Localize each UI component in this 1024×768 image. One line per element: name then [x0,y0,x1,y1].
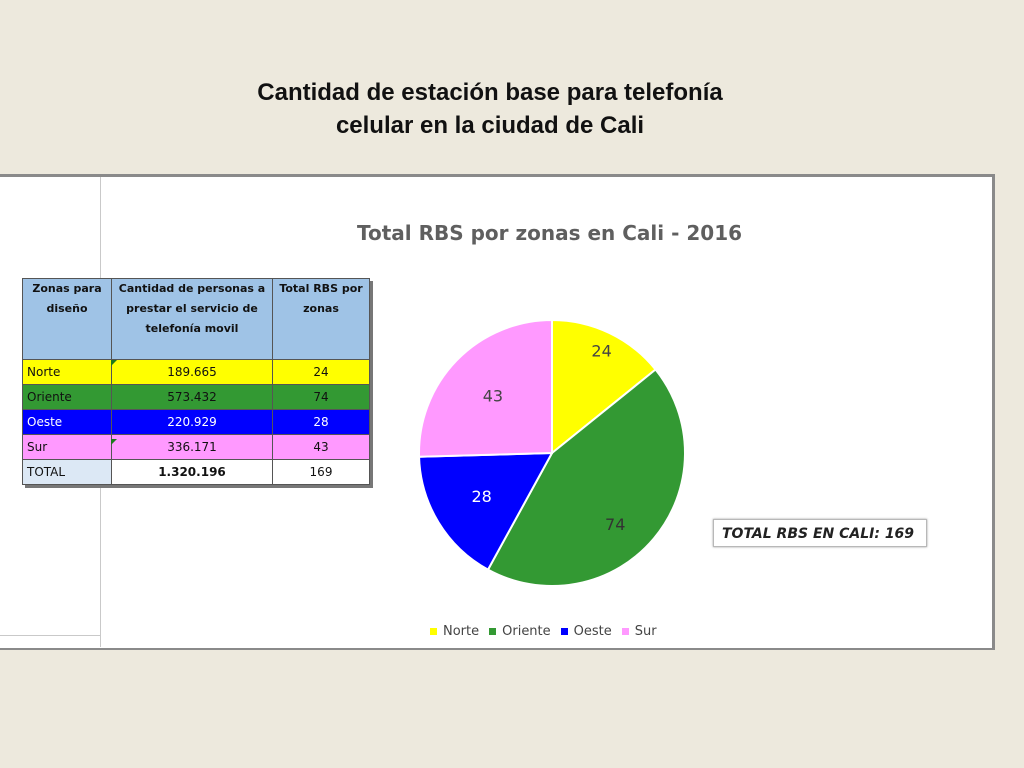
cell-rbs: 169 [272,459,370,485]
slide-title-line-2: celular en la ciudad de Cali [335,112,645,139]
cell-zona: Oriente [22,384,112,410]
pie-slice-sur [418,318,553,458]
pie-chart: 24 74 28 43 [418,318,686,587]
cell-zona: TOTAL [22,459,112,485]
sheet-gridline-horizontal [0,635,100,636]
legend-label: Norte [443,623,480,639]
pie-data-label-norte: 24 [591,342,611,361]
cell-zona: Oeste [22,409,112,435]
cell-rbs: 43 [272,434,370,460]
legend-label: Oeste [573,623,612,639]
legend-item-norte: Norte [430,624,479,639]
legend-swatch [489,627,497,635]
pie-slice-oeste [418,451,554,571]
legend-label: Sur [634,623,657,639]
cell-personas: 189.665 [111,359,273,385]
header-zonas: Zonas para diseño [22,278,112,360]
slide-title-line-1: Cantidad de estación base para telefonía [257,79,723,106]
cell-personas: 220.929 [111,409,273,435]
table-row: Oeste 220.929 28 [22,409,370,435]
header-rbs: Total RBS por zonas [272,278,370,360]
cell-zona: Norte [22,359,112,385]
chart-legend: Norte Oriente Oeste Sur [430,623,667,639]
cell-rbs: 74 [272,384,370,410]
pie-data-label-oeste: 28 [471,487,491,506]
total-rbs-box: TOTAL RBS EN CALI: 169 [713,519,927,547]
cell-comment-marker [111,439,117,445]
legend-item-oriente: Oriente [489,624,551,639]
pie-slice-oriente [486,368,686,587]
pie-slice-norte [551,318,657,456]
pie-data-label-oriente: 74 [605,515,625,534]
table-row: Oriente 573.432 74 [22,384,370,410]
table-header-row: Zonas para diseño Cantidad de personas a… [22,278,370,360]
cell-comment-marker [111,360,117,366]
header-personas: Cantidad de personas a prestar el servic… [111,278,273,360]
cell-personas: 336.171 [111,434,273,460]
cell-zona: Sur [22,434,112,460]
slide-title: Cantidad de estación base para telefonía… [0,76,980,142]
cell-rbs: 24 [272,359,370,385]
legend-item-sur: Sur [621,623,657,639]
table-total-row: TOTAL 1.320.196 169 [22,459,370,485]
cell-personas: 1.320.196 [111,459,273,485]
pie-data-label-sur: 43 [483,387,503,406]
legend-swatch [560,627,568,635]
legend-swatch [621,627,629,635]
chart-title: Total RBS por zonas en Cali - 2016 [357,221,743,245]
table-row: Sur 336.171 43 [22,434,370,460]
spreadsheet-image: Total RBS por zonas en Cali - 2016 Zonas… [0,174,995,650]
legend-label: Oriente [502,623,551,639]
cell-rbs: 28 [272,409,370,435]
legend-swatch [430,627,437,635]
table-row: Norte 189.665 24 [22,359,370,385]
cell-personas: 573.432 [111,384,273,410]
legend-item-oeste: Oeste [560,623,612,639]
data-table: Zonas para diseño Cantidad de personas a… [22,278,370,485]
